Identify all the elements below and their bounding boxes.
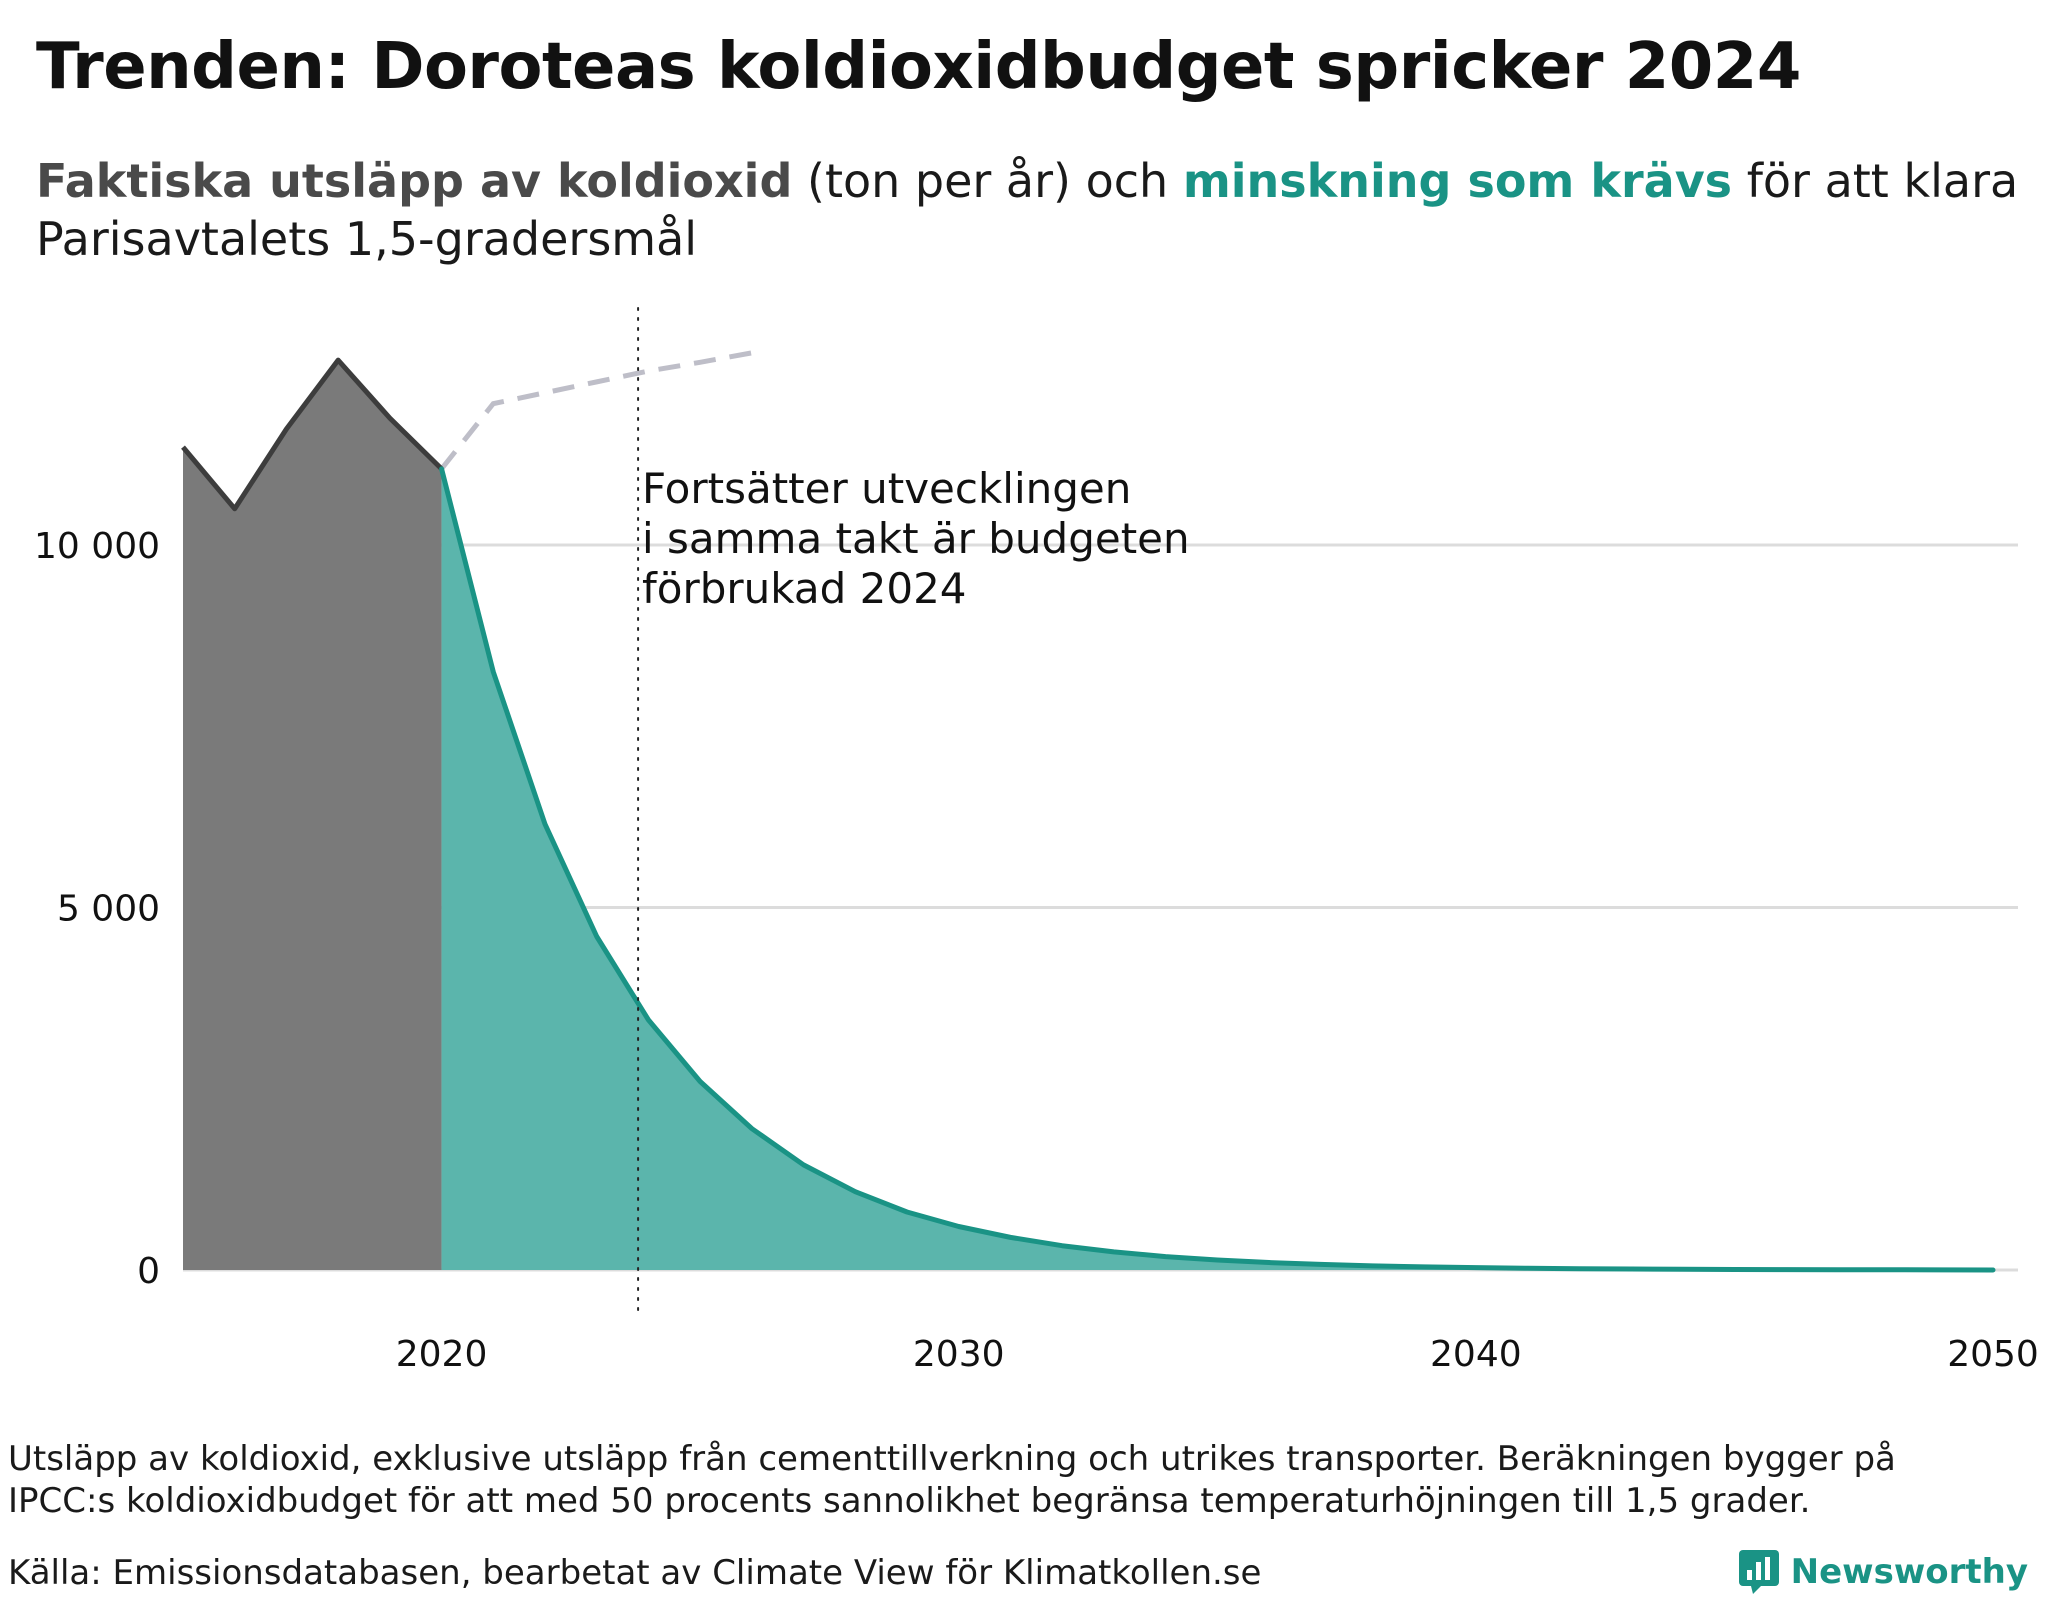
area-fills (183, 360, 1994, 1270)
subtitle-unit: (ton per år) och (792, 154, 1183, 208)
footnote: Utsläpp av koldioxid, exklusive utsläpp … (8, 1439, 1896, 1521)
trend-projection-line (439, 350, 753, 471)
series-lines (181, 350, 1996, 1273)
subtitle-rest: för att klara Parisavtalets 1,5-gradersm… (36, 154, 2019, 266)
annotation-text-line: Fortsätter utvecklingen (642, 464, 1131, 513)
brand-name: Newsworthy (1790, 1552, 2028, 1592)
y-tick-label: 0 (137, 1251, 160, 1292)
source-line: Källa: Emissionsdatabasen, bearbetat av … (8, 1553, 1262, 1593)
y-tick-label: 10 000 (34, 526, 160, 567)
required-reduction-area (441, 468, 1994, 1270)
chart-title: Trenden: Doroteas koldioxidbudget sprick… (36, 30, 1801, 104)
actual-emissions-line (181, 357, 444, 512)
actual-emissions-area (183, 360, 442, 1270)
x-tick-label: 2020 (396, 1334, 488, 1375)
required-reduction-line (439, 466, 1996, 1273)
subtitle-actual-emissions: Faktiska utsläpp av koldioxid (36, 154, 793, 208)
bar-chart-speech-bubble-icon (1738, 1550, 1779, 1594)
annotation-text-line: förbrukad 2024 (642, 564, 967, 613)
x-tick-label: 2050 (1947, 1334, 2039, 1375)
annotation-text-line: i samma takt är budgeten (642, 514, 1190, 563)
axis-labels: 0 5 000 10 000 2020 2030 2040 2050 (34, 526, 2039, 1375)
x-tick-label: 2040 (1430, 1334, 1522, 1375)
x-tick-label: 2030 (913, 1334, 1005, 1375)
subtitle-required-reduction: minskning som krävs (1182, 154, 1733, 208)
y-tick-label: 5 000 (57, 889, 160, 930)
brand-logo: Newsworthy (1737, 1548, 2028, 1596)
chart-subtitle: Faktiska utsläpp av koldioxid (ton per å… (36, 152, 2026, 268)
